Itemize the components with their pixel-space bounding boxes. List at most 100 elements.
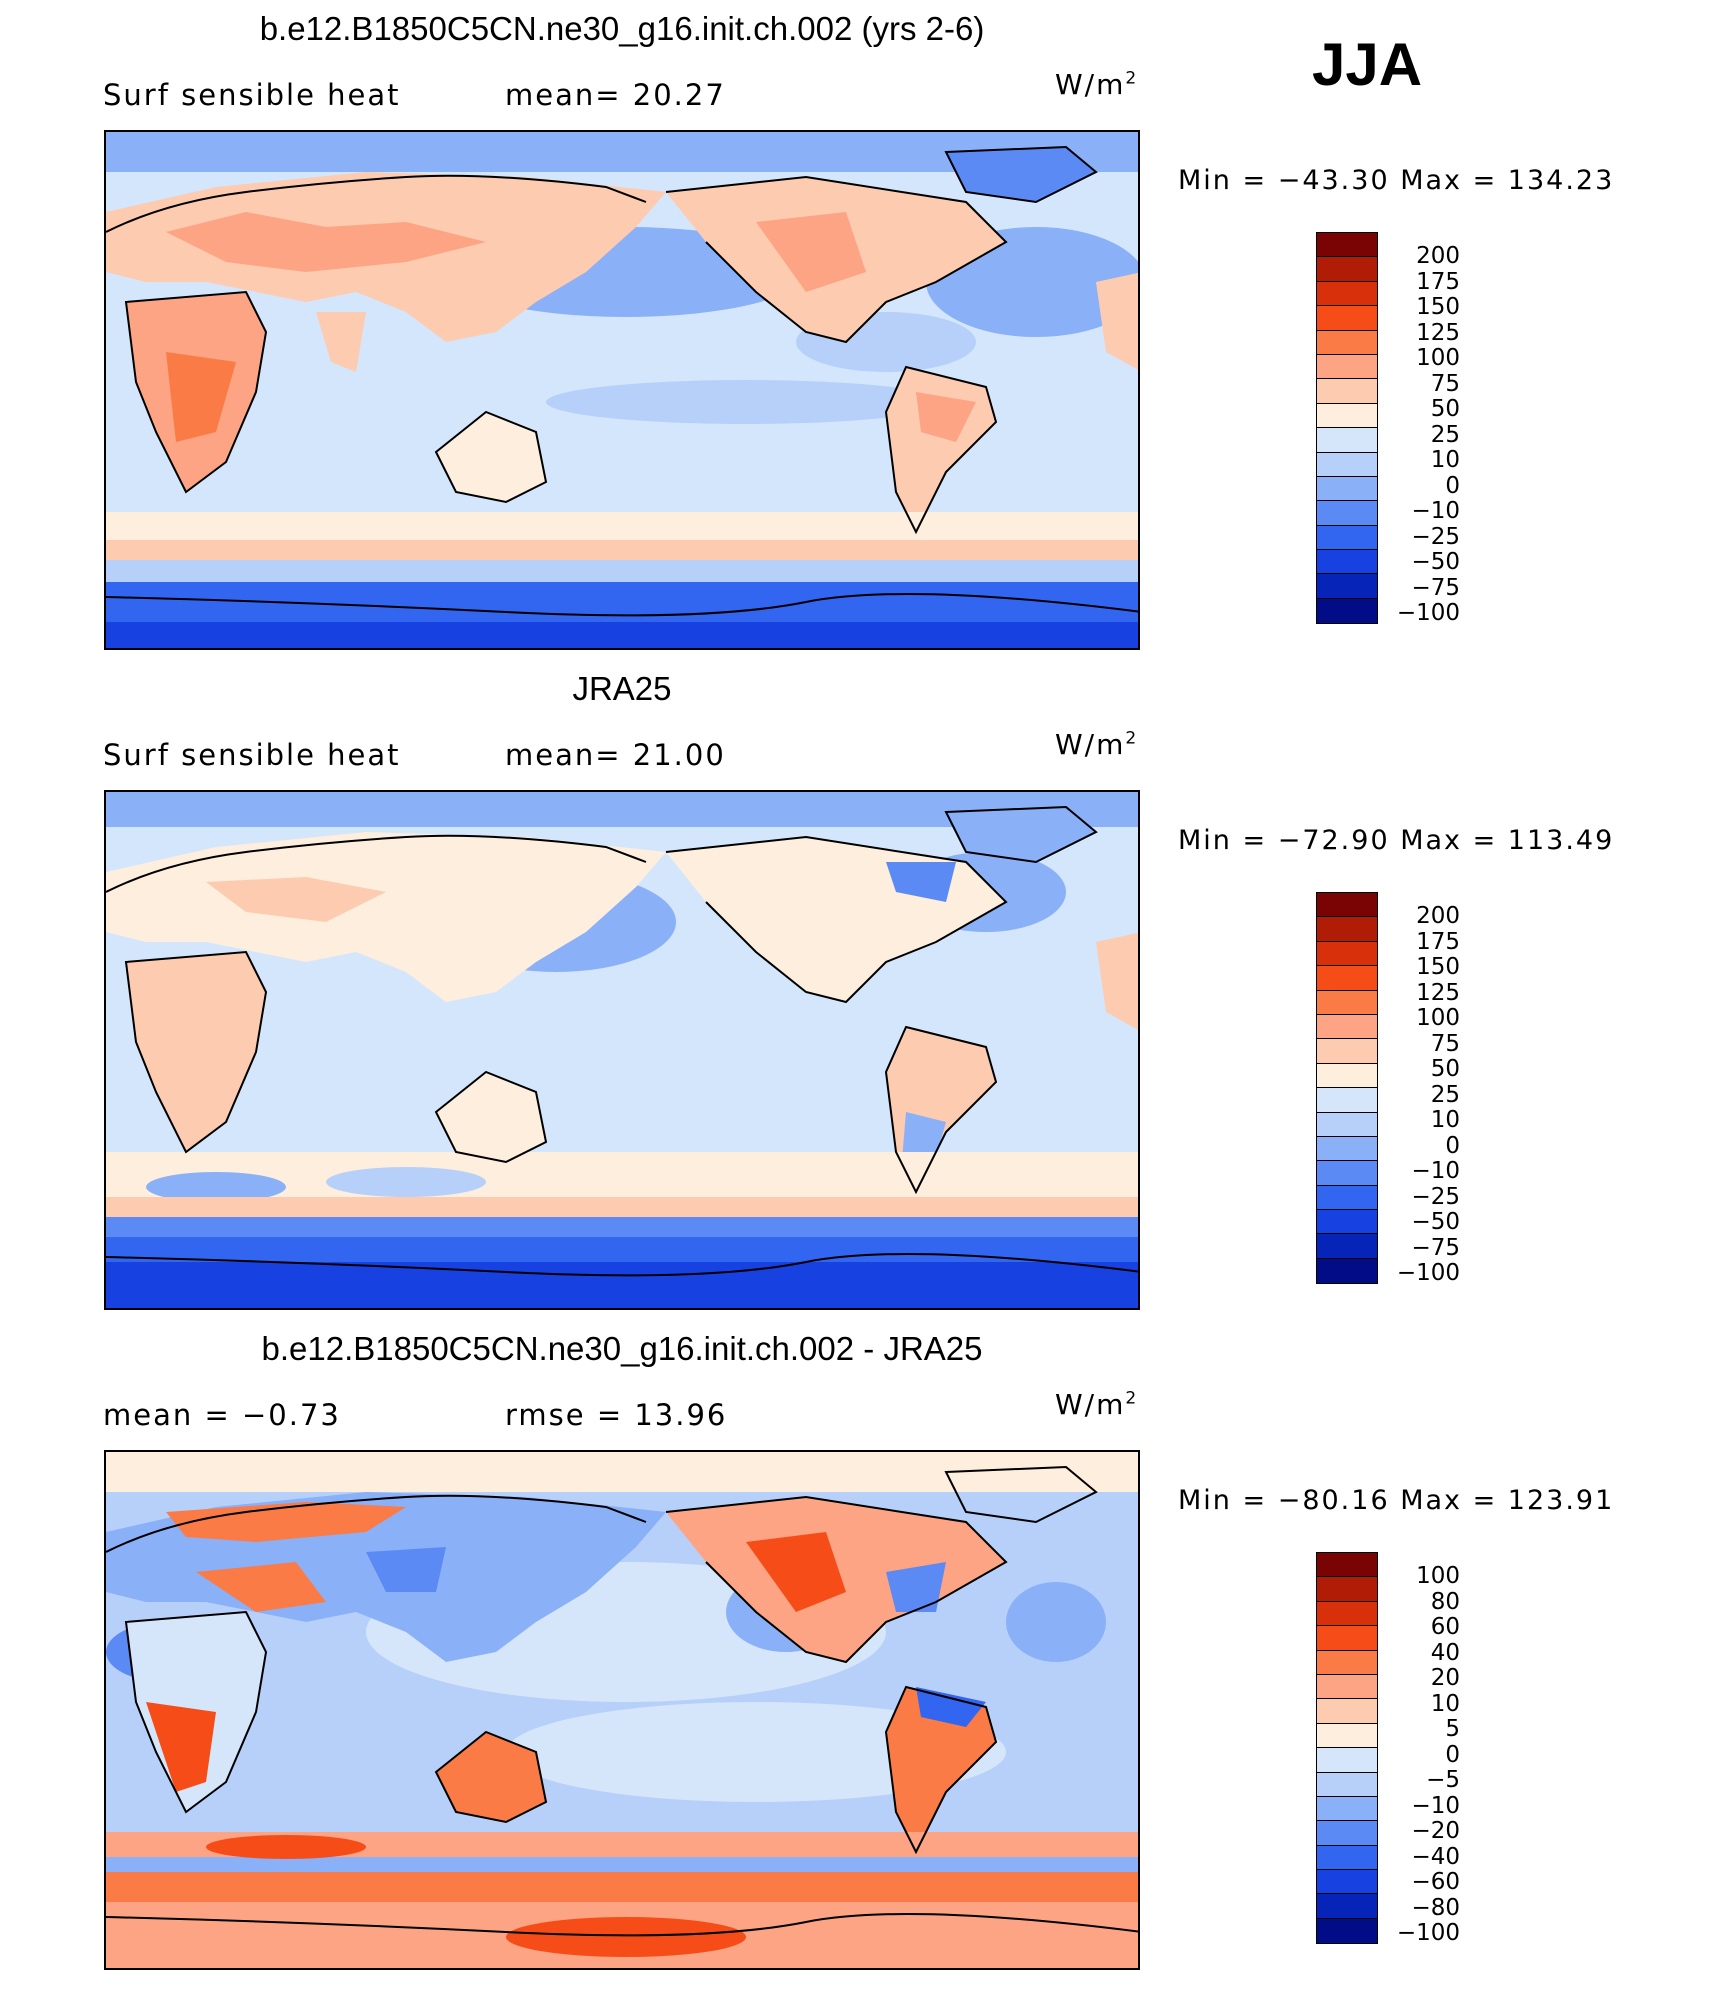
season-label: JJA xyxy=(1312,31,1423,98)
panel-title: b.e12.B1850C5CN.ne30_g16.init.ch.002 (yr… xyxy=(259,10,985,47)
colorbar-tick-label: −100 xyxy=(1396,600,1460,626)
colorbar-swatch xyxy=(1317,1063,1377,1089)
colorbar-swatch xyxy=(1317,306,1377,331)
panel-title: b.e12.B1850C5CN.ne30_g16.init.ch.002 - J… xyxy=(261,1330,983,1367)
colorbar-tick-label: −10 xyxy=(1411,1158,1460,1184)
colorbar-tick-label: 175 xyxy=(1416,268,1460,295)
colorbar-swatch xyxy=(1317,1845,1377,1871)
colorbar-swatch xyxy=(1317,1258,1377,1284)
colorbar-tick-label: 175 xyxy=(1416,928,1460,955)
colorbar-tick-label: 150 xyxy=(1416,294,1460,320)
colorbar-tick-label: 100 xyxy=(1416,1005,1460,1031)
colorbar xyxy=(1316,232,1378,625)
colorbar-tick-label: 10 xyxy=(1430,1690,1460,1717)
colorbar-swatch xyxy=(1317,330,1377,355)
colorbar-tick-label: −10 xyxy=(1411,1792,1460,1819)
colorbar-swatch xyxy=(1317,354,1377,380)
map-difference xyxy=(104,1450,1140,1970)
colorbar-tick-label: 0 xyxy=(1445,472,1460,499)
colorbar-tick-label: 25 xyxy=(1430,1081,1460,1108)
colorbar-tick-label: 20 xyxy=(1430,1665,1460,1691)
colorbar-tick-label: −40 xyxy=(1411,1843,1460,1870)
colorbar-swatch xyxy=(1317,1796,1377,1822)
colorbar-tick-label: 5 xyxy=(1445,1716,1460,1742)
colorbar-swatch xyxy=(1317,574,1377,599)
colorbar-swatch xyxy=(1317,1870,1377,1895)
min-max-label: Min = −72.90 Max = 113.49 xyxy=(1178,825,1615,856)
panel-model: b.e12.B1850C5CN.ne30_g16.init.ch.002 (yr… xyxy=(0,0,1710,660)
colorbar-swatch xyxy=(1317,1723,1377,1749)
colorbar-swatch xyxy=(1317,476,1377,502)
colorbar xyxy=(1316,1552,1378,1945)
colorbar-swatch xyxy=(1317,1918,1377,1944)
colorbar-swatch xyxy=(1317,525,1377,551)
colorbar-tick-label: −75 xyxy=(1411,1234,1460,1261)
colorbar-swatch xyxy=(1317,1601,1377,1627)
colorbar-tick-label: 50 xyxy=(1430,1056,1460,1082)
colorbar-swatch xyxy=(1317,1821,1377,1846)
colorbar-tick-label: 125 xyxy=(1416,979,1460,1006)
mean-label: mean= 21.00 xyxy=(505,738,726,772)
colorbar-swatch xyxy=(1317,501,1377,526)
colorbar-tick-label: 75 xyxy=(1430,370,1460,397)
colorbar-swatch xyxy=(1317,1772,1377,1797)
colorbar-labels: 200 175 150 125 100 75 50 25 10 0 −10 −25 −50 −75 −100 xyxy=(1390,243,1460,627)
colorbar-swatch xyxy=(1317,1014,1377,1040)
colorbar-tick-label: 125 xyxy=(1416,319,1460,346)
colorbar-swatch xyxy=(1317,257,1377,282)
colorbar-tick-label: 100 xyxy=(1416,345,1460,371)
panel-difference: b.e12.B1850C5CN.ne30_g16.init.ch.002 - J… xyxy=(0,1320,1710,1980)
colorbar-swatch xyxy=(1317,1650,1377,1675)
colorbar-swatch xyxy=(1317,1136,1377,1162)
colorbar-tick-label: 50 xyxy=(1430,396,1460,422)
colorbar-swatch xyxy=(1317,1674,1377,1700)
colorbar-swatch xyxy=(1317,428,1377,453)
colorbar-tick-label: 40 xyxy=(1430,1639,1460,1666)
colorbar-tick-label: 200 xyxy=(1416,243,1460,269)
colorbar-swatch xyxy=(1317,1234,1377,1259)
colorbar-swatch xyxy=(1317,233,1377,258)
colorbar-tick-label: −10 xyxy=(1411,498,1460,524)
colorbar-tick-label: 150 xyxy=(1416,954,1460,980)
colorbar-tick-label: −100 xyxy=(1396,1260,1460,1286)
mean-label: mean= 20.27 xyxy=(505,78,726,112)
variable-label: Surf sensible heat xyxy=(103,738,401,772)
colorbar-tick-label: −50 xyxy=(1411,1209,1460,1235)
colorbar-tick-label: 0 xyxy=(1445,1132,1460,1159)
colorbar-swatch xyxy=(1317,1699,1377,1724)
panel-reference: JRA25 Surf sensible heat mean= 21.00 W/m… xyxy=(0,660,1710,1320)
colorbar-swatch xyxy=(1317,941,1377,967)
colorbar-labels: 100 80 60 40 20 10 5 0 −5 −10 −20 −40 −60 −80 −100 xyxy=(1390,1563,1460,1947)
units-label: W/m2 xyxy=(1055,68,1139,101)
colorbar xyxy=(1316,892,1378,1285)
colorbar-swatch xyxy=(1317,966,1377,991)
colorbar-swatch xyxy=(1317,1039,1377,1064)
colorbar-swatch xyxy=(1317,379,1377,404)
min-max-label: Min = −43.30 Max = 134.23 xyxy=(1178,165,1615,196)
colorbar-tick-label: −100 xyxy=(1396,1920,1460,1946)
colorbar-tick-label: 75 xyxy=(1430,1030,1460,1057)
units-label: W/m2 xyxy=(1055,1388,1139,1421)
colorbar-tick-label: −5 xyxy=(1426,1767,1460,1793)
colorbar-tick-label: 25 xyxy=(1430,421,1460,448)
colorbar-swatch xyxy=(1317,1112,1377,1137)
colorbar-tick-label: 10 xyxy=(1430,1107,1460,1133)
colorbar-swatch xyxy=(1317,1185,1377,1211)
colorbar-tick-label: 200 xyxy=(1416,903,1460,929)
colorbar-tick-label: −50 xyxy=(1411,549,1460,575)
colorbar-swatch xyxy=(1317,281,1377,307)
colorbar-tick-label: 60 xyxy=(1430,1614,1460,1640)
colorbar-tick-label: −60 xyxy=(1411,1869,1460,1895)
colorbar-swatch xyxy=(1317,1553,1377,1578)
colorbar-swatch xyxy=(1317,403,1377,429)
colorbar-tick-label: −75 xyxy=(1411,574,1460,601)
colorbar-tick-label: 80 xyxy=(1430,1588,1460,1615)
rmse-label: rmse = 13.96 xyxy=(505,1398,728,1432)
colorbar-swatch xyxy=(1317,1088,1377,1113)
mean-label: mean = −0.73 xyxy=(103,1398,341,1432)
colorbar-swatch xyxy=(1317,990,1377,1015)
map-model xyxy=(104,130,1140,650)
colorbar-tick-label: 10 xyxy=(1430,447,1460,473)
colorbar-swatch xyxy=(1317,1626,1377,1651)
colorbar-labels: 200 175 150 125 100 75 50 25 10 0 −10 −25 −50 −75 −100 xyxy=(1390,903,1460,1287)
